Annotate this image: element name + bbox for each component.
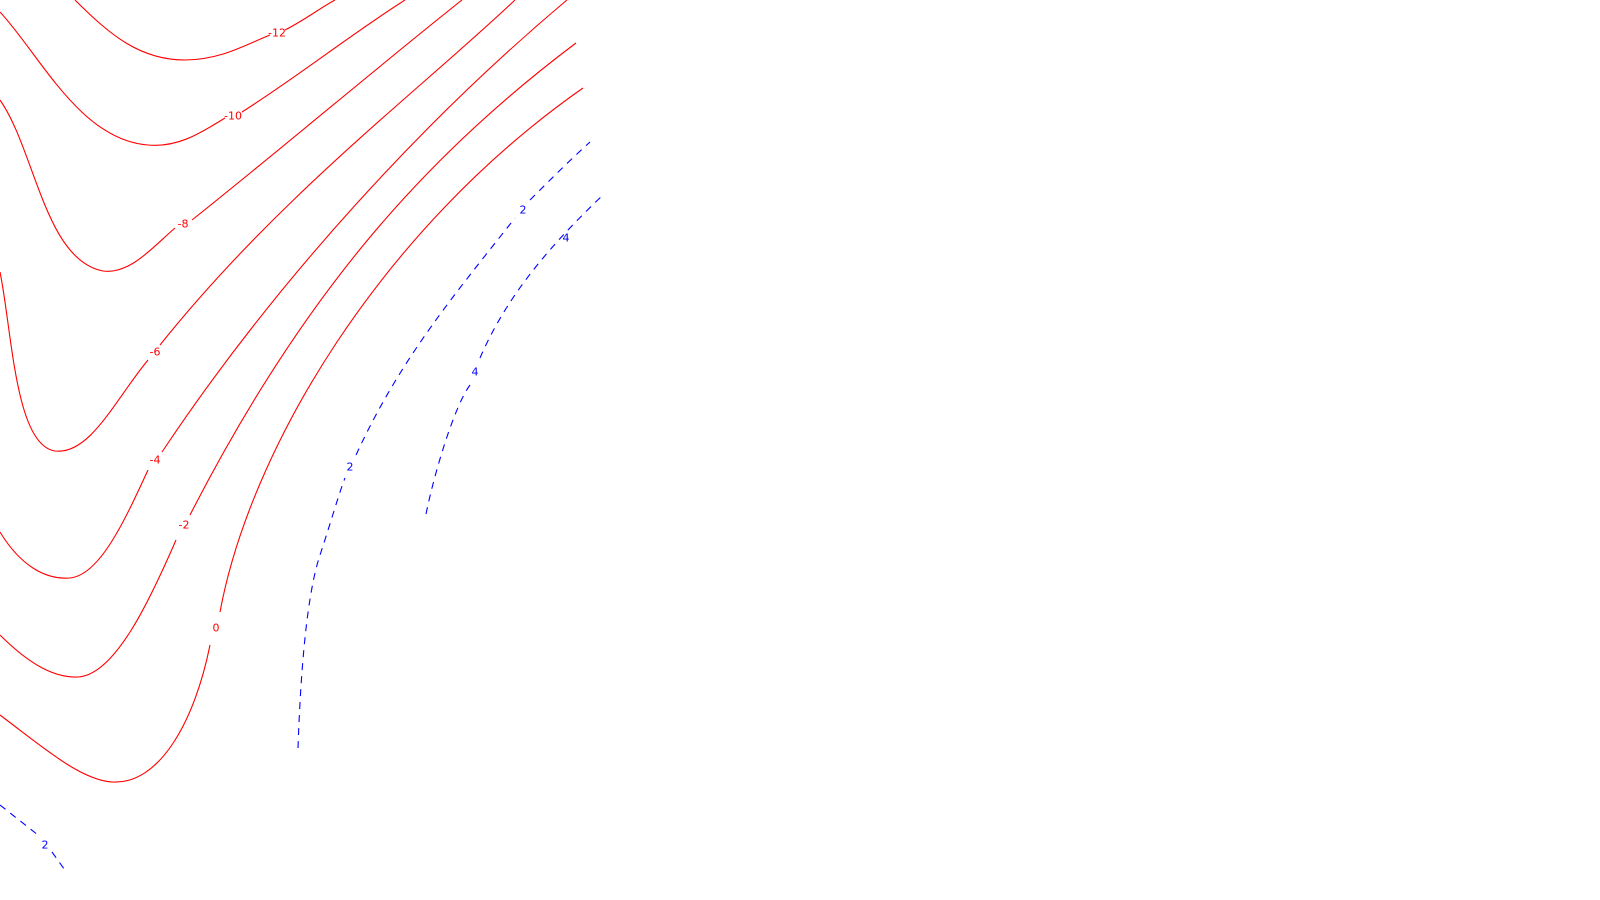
contour-line-z0 (0, 87, 584, 783)
contour-line-m10 (0, 0, 406, 146)
contour-label-p2: 2 (42, 839, 49, 852)
contour-label-m8: -8 (178, 218, 189, 231)
contour-label-p2b: 2 (347, 461, 354, 474)
contour-line-m8 (0, 0, 463, 272)
contour-label-m10: -10 (224, 110, 242, 123)
contour-line-m2 (0, 42, 577, 678)
contour-label-z0: 0 (213, 622, 220, 635)
contour-label-m2: -2 (179, 519, 190, 532)
contour-lines (0, 0, 604, 874)
contour-label-m6: -6 (150, 346, 161, 359)
contour-label-m4: -4 (150, 454, 161, 467)
contour-line-p2 (0, 804, 68, 874)
contour-label-m12: -12 (268, 27, 286, 40)
contour-line-p4 (425, 194, 604, 515)
contour-line-p2b (297, 141, 591, 749)
contour-labels: -12 -10 -8 -6 -4 -2 0 2 4 4 2 2 (42, 27, 570, 852)
contour-label-p4-b: 4 (472, 366, 479, 379)
contour-label-p4: 4 (563, 232, 570, 245)
contour-line-m12 (74, 0, 336, 61)
contour-line-m6 (0, 0, 516, 452)
contour-line-m4 (0, 0, 568, 579)
contour-label-p2b-b: 2 (520, 204, 527, 217)
